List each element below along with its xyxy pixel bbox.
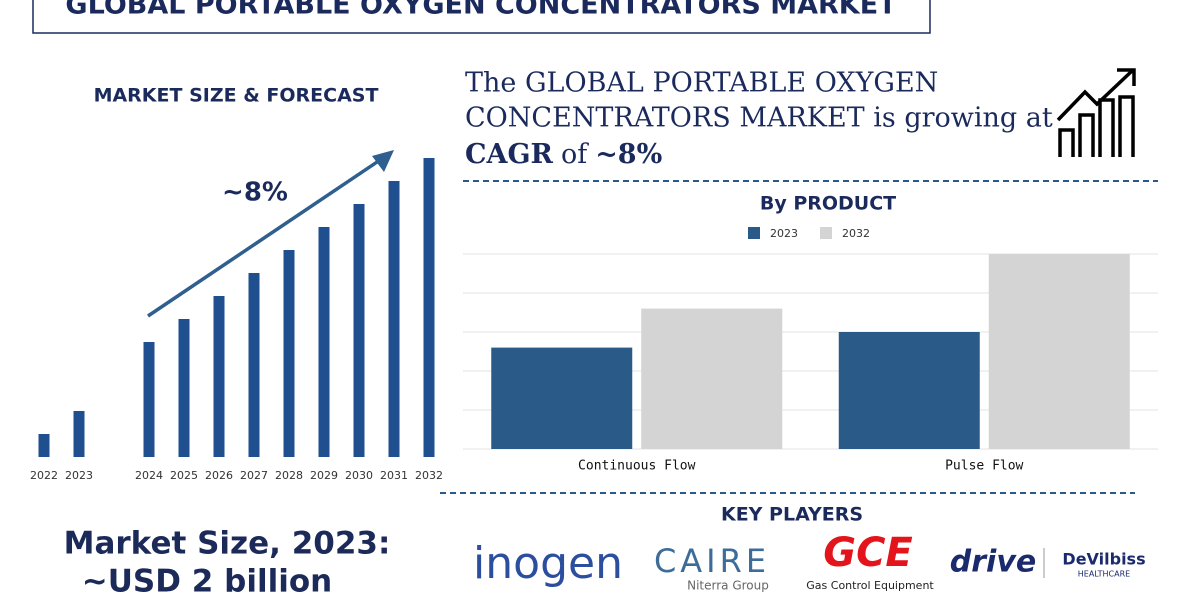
page-title: GLOBAL PORTABLE OXYGEN CONCENTRATORS MAR…: [65, 0, 897, 21]
headline: The GLOBAL PORTABLE OXYGEN: [465, 68, 938, 99]
trend-arrow: [147, 154, 387, 318]
bar: [38, 434, 50, 457]
x-tick-label: Pulse Flow: [945, 459, 1023, 474]
title-box: [32, 0, 931, 34]
logo: Niterra Group: [687, 579, 769, 593]
bar: [178, 319, 190, 457]
legend-swatch: [820, 227, 832, 239]
trend-arrowhead: [372, 150, 394, 172]
logo: GCE: [823, 530, 913, 576]
x-tick-label: 2032: [415, 469, 443, 482]
legend-label: 2023: [770, 227, 798, 240]
x-tick-label: 2025: [170, 469, 198, 482]
x-tick-label: 2022: [30, 469, 58, 482]
x-tick-label: 2030: [345, 469, 373, 482]
headline: CONCENTRATORS MARKET is growing at: [465, 103, 1053, 134]
chart-title: By PRODUCT: [760, 193, 896, 215]
bar: [491, 347, 633, 449]
legend-swatch: [748, 227, 760, 239]
x-tick-label: Continuous Flow: [578, 459, 696, 474]
x-tick-label: 2023: [65, 469, 93, 482]
logo: drive: [950, 545, 1036, 580]
logo: DeVilbiss: [1062, 550, 1145, 569]
market-size-label: Market Size, 2023:: [64, 526, 391, 562]
bar: [73, 411, 85, 457]
bar: [283, 250, 295, 457]
bar: [248, 273, 260, 457]
market-size-value: ~USD 2 billion: [82, 564, 332, 600]
bar: [143, 342, 155, 457]
legend-label: 2032: [842, 227, 870, 240]
key-players-title: KEY PLAYERS: [721, 504, 863, 526]
logo: inogen: [473, 538, 623, 589]
annotation: ~8%: [222, 178, 288, 208]
x-tick-label: 2028: [275, 469, 303, 482]
x-tick-label: 2029: [310, 469, 338, 482]
headline-cagr: CAGR: [465, 139, 553, 170]
bar: [838, 332, 980, 449]
x-tick-label: 2027: [240, 469, 268, 482]
growth-icon: [1056, 68, 1136, 157]
x-tick-label: 2024: [135, 469, 163, 482]
logo: CAIRE: [654, 542, 770, 580]
bar: [318, 227, 330, 457]
headline: CAGR of ~8%: [465, 139, 662, 170]
chart-title: MARKET SIZE & FORECAST: [94, 85, 379, 107]
x-tick-label: 2031: [380, 469, 408, 482]
x-tick-label: 2026: [205, 469, 233, 482]
bar: [423, 158, 435, 457]
logo: Gas Control Equipment: [806, 579, 934, 592]
bar: [353, 204, 365, 457]
bar: [388, 181, 400, 457]
bar: [213, 296, 225, 457]
headline-rate: ~8%: [595, 139, 662, 170]
bar: [988, 254, 1130, 449]
headline-text: of: [561, 139, 589, 170]
bar: [641, 308, 783, 449]
logo: HEALTHCARE: [1078, 570, 1130, 579]
